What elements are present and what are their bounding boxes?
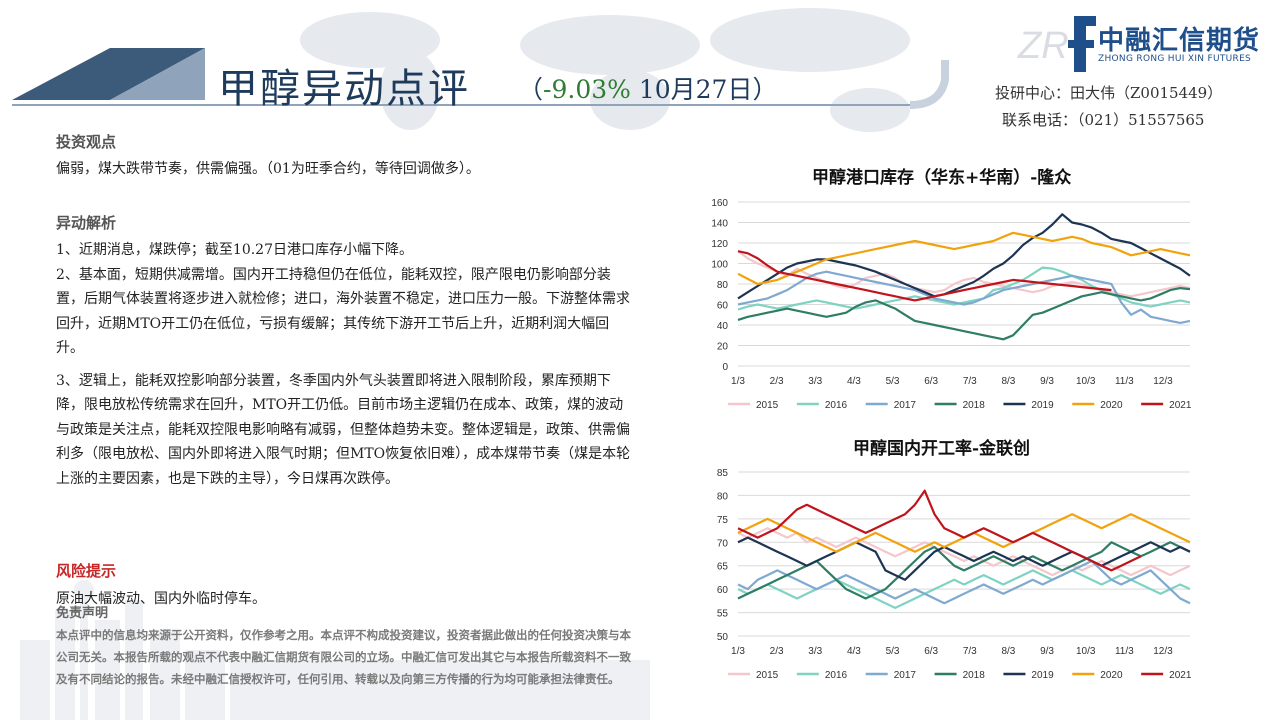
analysis-point-2: 2、基本面，短期供减需增。国内开工持稳但仍在低位，能耗双控，限产限电仍影响部分装… [56, 267, 630, 357]
risk-text: 原油大幅波动、国内外临时停车。 [56, 591, 266, 607]
x-tick-label: 5/3 [886, 646, 900, 657]
x-tick-label: 9/3 [1040, 376, 1054, 387]
legend-label-2015: 2015 [756, 400, 779, 411]
x-tick-label: 11/3 [1115, 376, 1134, 387]
x-tick-label: 6/3 [924, 376, 938, 387]
city-skyline-watermark [20, 580, 650, 720]
chart-2-grid [738, 471, 1190, 637]
x-tick-label: 10/3 [1076, 646, 1096, 657]
y-tick-label: 120 [711, 239, 728, 250]
series-line-2015 [737, 250, 1191, 298]
y-tick-label: 40 [717, 321, 729, 332]
legend-label-2018: 2018 [963, 400, 986, 411]
series-line-2017 [737, 270, 1191, 324]
series-line-2021 [737, 489, 1142, 572]
x-tick-label: 10/3 [1076, 376, 1096, 387]
legend-label-2019: 2019 [1031, 400, 1054, 411]
y-tick-label: 75 [717, 515, 729, 526]
world-map-background [300, 8, 910, 132]
legend-label-2021: 2021 [1169, 400, 1192, 411]
y-tick-label: 80 [717, 280, 729, 291]
x-tick-label: 12/3 [1153, 646, 1173, 657]
disclaimer-heading: 免责声明 [56, 606, 109, 621]
view-text: 偏弱，煤大跌带节奏，供需偏强。（01为旺季合约，等待回调做多）。 [56, 161, 480, 177]
x-tick-label: 5/3 [886, 376, 900, 387]
x-tick-label: 11/3 [1115, 646, 1134, 657]
y-tick-label: 65 [717, 562, 729, 573]
company-logo-icon: ZR [1017, 16, 1096, 72]
series-line-2019 [737, 536, 1191, 581]
series-line-2020 [737, 513, 1191, 553]
y-tick-label: 60 [717, 585, 729, 596]
y-tick-label: 55 [717, 609, 729, 620]
series-line-2018 [737, 286, 1191, 341]
price-change-percent: -9.03% [543, 75, 631, 104]
y-tick-label: 140 [711, 219, 728, 230]
legend-label-2020: 2020 [1100, 400, 1123, 411]
legend-label-2016: 2016 [825, 400, 848, 411]
header-decoration [12, 48, 949, 109]
analyst-info: 投研中心：田大伟（Z0015449） [995, 84, 1223, 102]
x-tick-label: 1/3 [731, 376, 745, 387]
legend-label-2017: 2017 [894, 400, 917, 411]
y-tick-label: 0 [722, 362, 728, 373]
analysis-heading: 异动解析 [56, 214, 117, 232]
logo-name-en: ZHONG RONG HUI XIN FUTURES [1098, 54, 1252, 64]
y-tick-label: 100 [711, 260, 728, 271]
legend-label-2017: 2017 [894, 670, 917, 681]
x-tick-label: 7/3 [963, 646, 977, 657]
subtitle-open: （ [518, 75, 544, 104]
logo-name-cn: 中融汇信期货 [1098, 26, 1261, 56]
legend-label-2016: 2016 [825, 670, 848, 681]
x-tick-label: 8/3 [1001, 376, 1015, 387]
port-inventory-chart: 0 20 40 60 80 100 120 140 160 1/3 2/3 3/3 4/3 5/3 6/3 7… [711, 198, 1192, 411]
y-tick-label: 70 [717, 538, 729, 549]
x-tick-label: 1/3 [731, 646, 745, 657]
x-tick-label: 3/3 [808, 376, 822, 387]
chart-2-title: 甲醇国内开工率-金联创 [853, 439, 1031, 459]
series-line-2016 [737, 569, 1191, 609]
x-tick-label: 8/3 [1001, 646, 1015, 657]
y-tick-label: 20 [717, 342, 729, 353]
legend-label-2015: 2015 [756, 670, 779, 681]
operating-rate-chart: 50 55 60 65 70 75 80 85 1/3 2/3 3/3 4/3 5/3 6/3 7/3 8/3… [717, 468, 1192, 681]
y-tick-label: 80 [717, 491, 729, 502]
y-tick-label: 50 [717, 632, 729, 643]
page-subtitle: （-9.03% 10月27日） [518, 70, 777, 106]
y-tick-label: 160 [711, 198, 728, 209]
x-tick-label: 7/3 [963, 376, 977, 387]
logo-mark: ZR [1017, 25, 1069, 67]
x-tick-label: 4/3 [847, 646, 861, 657]
analysis-point-3: 3、逻辑上，能耗双控影响部分装置，冬季国内外气头装置即将进入限制阶段，累库预期下… [56, 373, 631, 487]
series-line-2017 [737, 559, 1191, 605]
series-line-2019 [737, 213, 1191, 300]
x-tick-label: 2/3 [770, 646, 784, 657]
view-heading: 投资观点 [56, 133, 117, 151]
disclaimer-text: 本点评中的信息均来源于公开资料，仅作参考之用。本点评不构成投资建议，投资者据此做… [56, 628, 631, 686]
series-line-2020 [737, 231, 1191, 286]
phone-info: 联系电话：（021）51557565 [1002, 111, 1205, 129]
chart-1-grid [738, 201, 1190, 367]
subtitle-date: 10月27日） [630, 75, 778, 104]
x-tick-label: 9/3 [1040, 646, 1054, 657]
x-tick-label: 4/3 [847, 376, 861, 387]
x-tick-label: 6/3 [924, 646, 938, 657]
legend-label-2020: 2020 [1100, 670, 1123, 681]
risk-heading: 风险提示 [56, 562, 117, 580]
x-tick-label: 12/3 [1153, 376, 1173, 387]
legend-label-2021: 2021 [1169, 670, 1192, 681]
chart-1-title: 甲醇港口库存（华东+华南）-隆众 [812, 168, 1072, 188]
y-tick-label: 85 [717, 468, 729, 479]
analysis-point-1: 1、近期消息，煤跌停；截至10.27日港口库存小幅下降。 [56, 242, 413, 258]
series-line-2021 [737, 250, 1112, 302]
y-tick-label: 60 [717, 301, 729, 312]
x-tick-label: 3/3 [808, 646, 822, 657]
series-line-2015 [737, 527, 1191, 577]
page-title: 甲醇异动点评 [218, 66, 470, 112]
x-tick-label: 2/3 [770, 376, 784, 387]
legend-label-2019: 2019 [1031, 670, 1054, 681]
legend-label-2018: 2018 [963, 670, 986, 681]
